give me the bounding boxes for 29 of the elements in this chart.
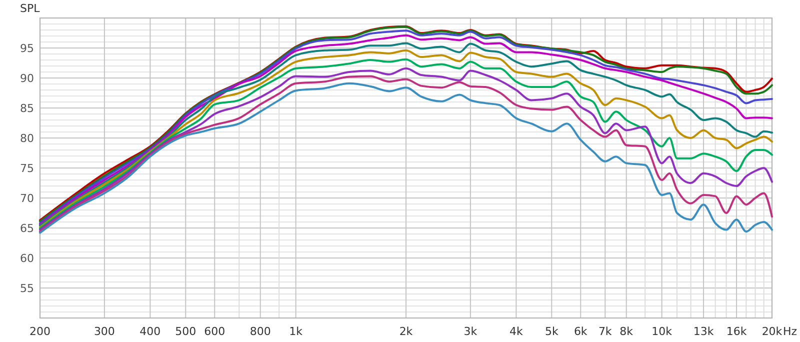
x-tick-label: 16k: [726, 325, 748, 338]
y-tick-label: 90: [20, 72, 34, 85]
y-tick-label: 65: [20, 222, 34, 235]
x-tick-label: 200: [30, 325, 50, 338]
x-tick-label: 300: [94, 325, 115, 338]
x-tick-label: 10k: [652, 325, 673, 338]
y-tick-label: 85: [20, 102, 34, 115]
x-tick-label: 1k: [289, 325, 304, 338]
y-tick-label: 80: [20, 132, 34, 145]
x-tick-label: 5k: [544, 325, 559, 338]
x-tick-label: 800: [250, 325, 271, 338]
x-tick-label: 3k: [464, 325, 478, 338]
y-tick-label: 95: [20, 42, 34, 55]
y-tick-label: 70: [20, 192, 34, 205]
y-tick-label: 60: [20, 252, 34, 265]
y-tick-label: 55: [20, 282, 34, 295]
x-tick-label: 4k: [509, 325, 524, 338]
x-tick-label: 13k: [693, 325, 714, 338]
x-tick-label: 600: [204, 325, 226, 338]
x-tick-label: 6k: [574, 325, 588, 338]
x-tick-label: 7k: [598, 325, 612, 338]
x-tick-label: 8k: [620, 325, 634, 338]
x-axis-title: Hz: [783, 325, 798, 338]
x-tick-label: 20k: [762, 325, 783, 338]
x-tick-label: 2k: [399, 325, 414, 338]
x-tick-label: 400: [140, 325, 161, 338]
x-tick-label: 500: [175, 325, 196, 338]
y-tick-label: 75: [20, 162, 34, 175]
y-axis-title: SPL: [20, 2, 41, 15]
